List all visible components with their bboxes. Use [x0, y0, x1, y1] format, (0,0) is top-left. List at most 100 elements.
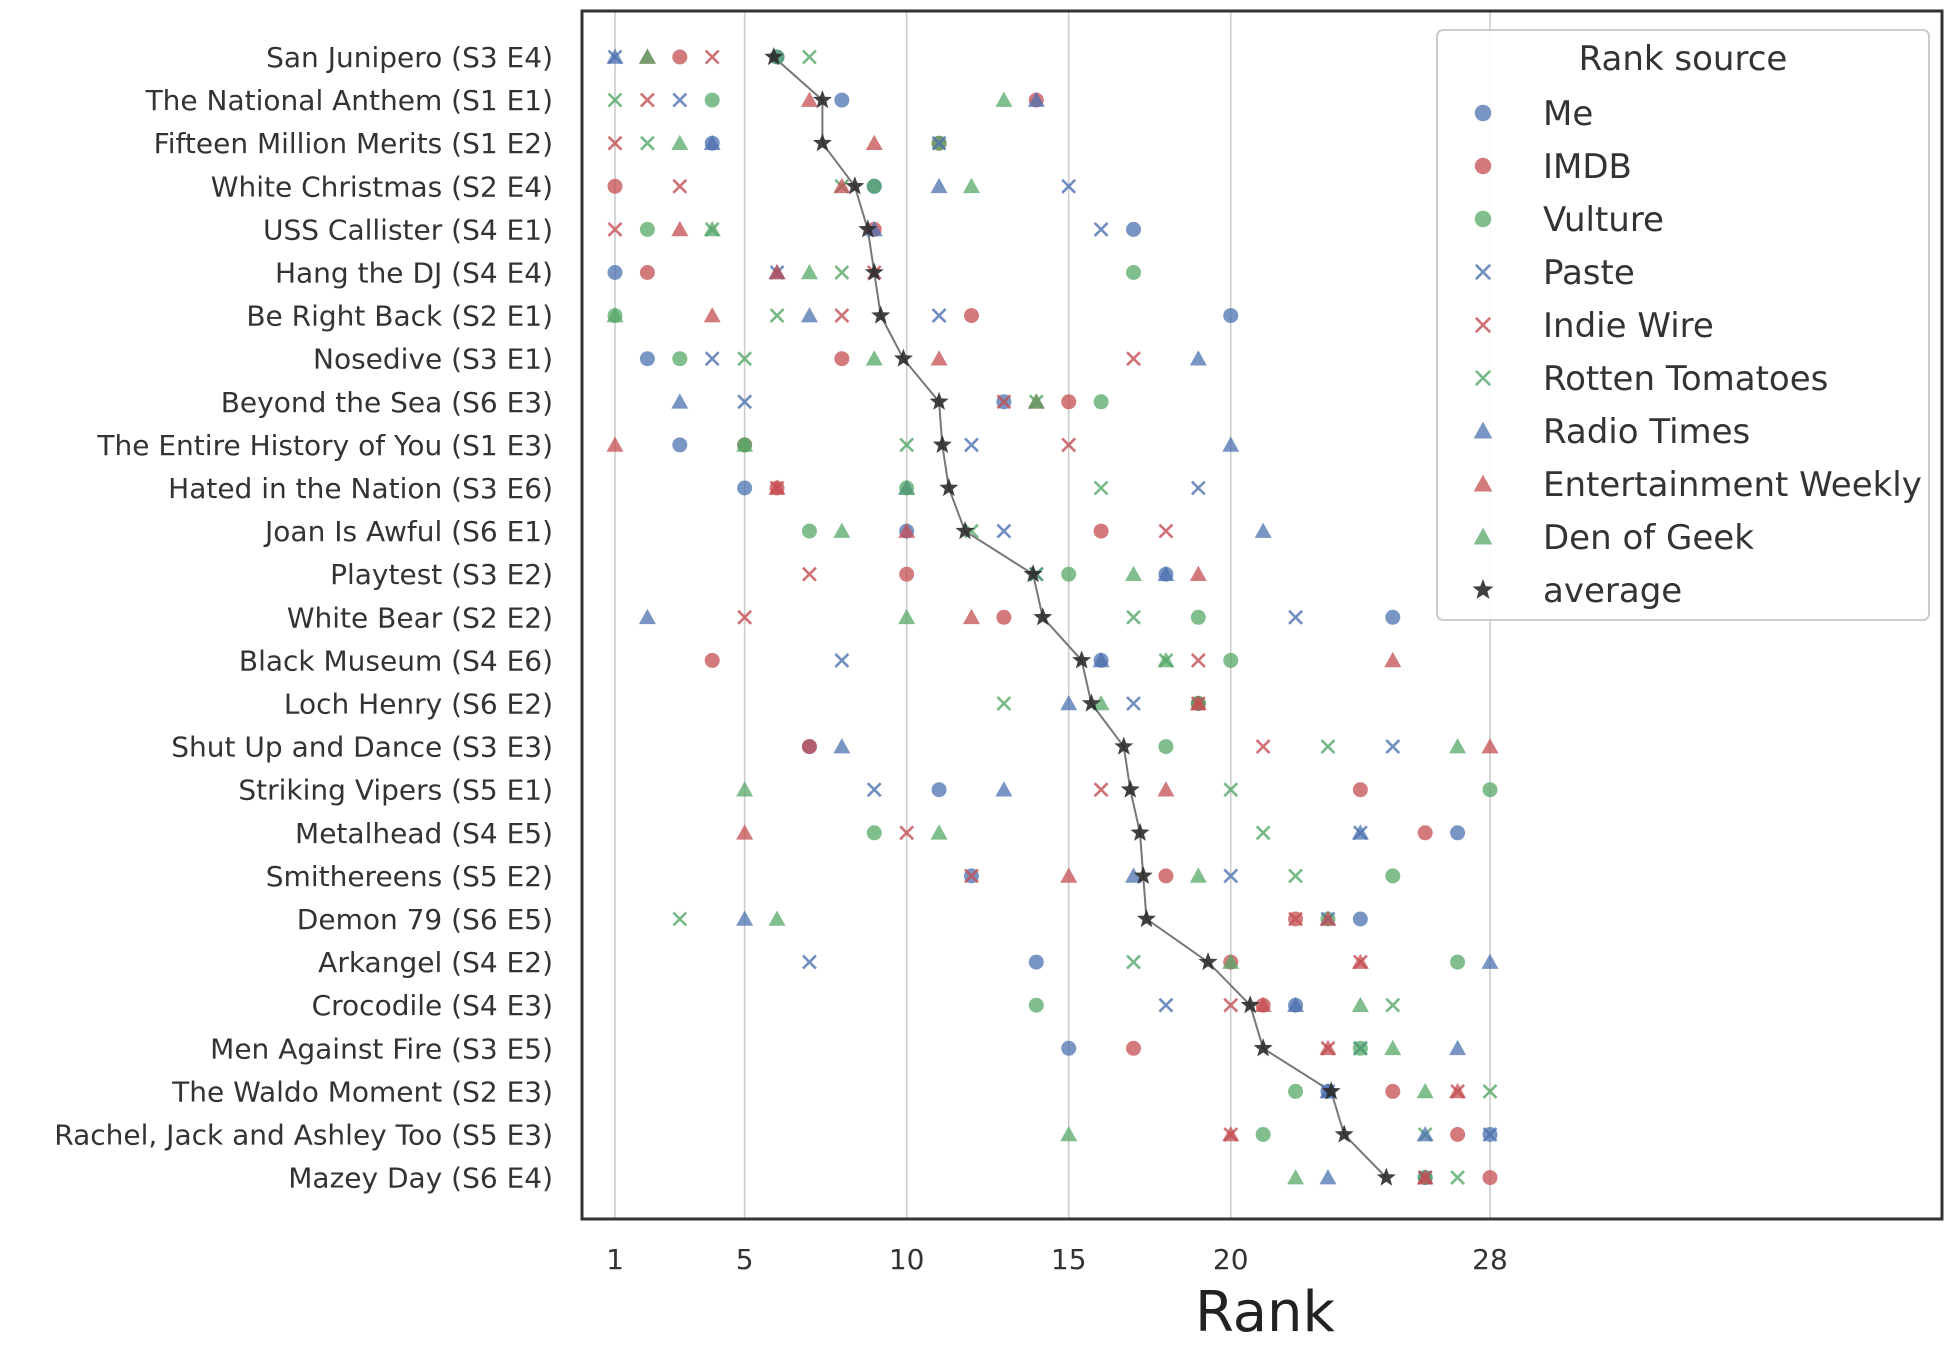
- data-point: [898, 608, 916, 625]
- data-point: [1190, 480, 1206, 496]
- data-point: [1450, 825, 1466, 841]
- data-point: [1093, 221, 1109, 237]
- y-tick-label: Playtest (S3 E2): [330, 558, 553, 591]
- data-point: [1190, 609, 1206, 625]
- legend-box: [1436, 29, 1930, 621]
- data-point: [1189, 867, 1207, 883]
- data-point: [1126, 954, 1141, 970]
- legend-marker: [1472, 579, 1494, 599]
- data-point: [703, 134, 721, 150]
- data-point: [802, 49, 817, 65]
- data-point: [672, 351, 688, 367]
- data-point: [639, 221, 655, 237]
- data-point: [996, 394, 1012, 410]
- x-axis-label: Rank: [1195, 1280, 1335, 1345]
- data-point: [737, 394, 753, 410]
- data-point: [1254, 522, 1272, 538]
- data-point: [1126, 351, 1141, 367]
- average-point: [1130, 822, 1150, 841]
- data-point: [1352, 782, 1368, 798]
- data-point: [930, 824, 948, 840]
- data-point: [606, 48, 624, 64]
- data-point: [1351, 824, 1369, 840]
- average-point: [1136, 909, 1156, 928]
- data-point: [899, 437, 915, 453]
- data-point: [1223, 308, 1239, 324]
- average-point: [1120, 779, 1140, 798]
- data-point: [1061, 178, 1077, 194]
- y-tick-label: Shut Up and Dance (S3 E3): [171, 731, 553, 764]
- average-point: [858, 219, 878, 238]
- data-point: [1288, 1083, 1304, 1099]
- y-tick-label: The National Anthem (S1 E1): [145, 84, 553, 117]
- data-point: [866, 178, 882, 194]
- data-point: [1481, 953, 1499, 969]
- data-point: [1481, 738, 1499, 754]
- data-point: [704, 351, 720, 367]
- legend-marker: [1474, 104, 1492, 122]
- data-point: [769, 308, 785, 324]
- data-point: [1222, 1126, 1240, 1142]
- data-point: [834, 92, 850, 108]
- y-tick-label: Striking Vipers (S5 E1): [238, 774, 553, 807]
- data-point: [1352, 1040, 1368, 1056]
- data-point: [672, 178, 688, 194]
- legend-marker: [1474, 157, 1492, 175]
- x-tick-label: 10: [889, 1243, 925, 1276]
- data-point: [1255, 825, 1271, 841]
- average-point: [764, 47, 784, 66]
- legend-marker: [1474, 210, 1492, 228]
- data-point: [1449, 1082, 1467, 1099]
- data-point: [899, 825, 915, 841]
- data-point: [1385, 997, 1401, 1013]
- data-point: [833, 177, 851, 194]
- data-point: [1126, 609, 1141, 625]
- data-point: [672, 437, 688, 453]
- data-point: [737, 480, 753, 496]
- legend-marker: [1474, 316, 1492, 334]
- legend-label: Paste: [1543, 253, 1635, 293]
- data-point: [1223, 868, 1239, 884]
- data-point: [1093, 782, 1109, 798]
- legend-label: Entertainment Weekly: [1543, 465, 1922, 505]
- data-point: [1158, 997, 1174, 1013]
- data-point: [1061, 1040, 1077, 1056]
- legend-marker: [1474, 263, 1492, 281]
- data-point: [671, 220, 689, 237]
- data-point: [996, 609, 1012, 625]
- legend-marker: [1473, 474, 1493, 492]
- data-point: [1027, 393, 1045, 409]
- data-point: [1157, 651, 1175, 668]
- legend: Rank source Me IMDB Vulture Paste Indie Wire…: [1436, 29, 1930, 621]
- data-point: [639, 135, 655, 151]
- data-point: [802, 954, 817, 970]
- data-point: [1255, 1127, 1271, 1142]
- data-point: [931, 782, 947, 798]
- x-tick-label: 1: [606, 1243, 624, 1276]
- data-point: [638, 48, 656, 64]
- data-point: [1385, 1083, 1401, 1099]
- data-point: [834, 351, 850, 367]
- data-point: [800, 307, 818, 323]
- average-point: [1321, 1081, 1341, 1100]
- data-point: [736, 824, 754, 840]
- data-point: [1189, 695, 1207, 711]
- average-point: [1253, 1038, 1273, 1057]
- data-point: [1385, 868, 1401, 884]
- y-tick-label: Fifteen Million Merits (S1 E2): [154, 127, 553, 160]
- data-point: [1319, 1039, 1337, 1056]
- data-point: [834, 308, 850, 324]
- data-point: [1254, 996, 1272, 1012]
- y-tick-label: Joan Is Awful (S6 E1): [263, 515, 553, 548]
- data-point: [1287, 996, 1305, 1012]
- data-point: [768, 264, 786, 280]
- data-point: [1061, 394, 1077, 410]
- average-point: [812, 133, 832, 152]
- data-point: [1158, 868, 1174, 884]
- y-tick-label: Black Museum (S4 E6): [239, 644, 553, 677]
- average-point: [1240, 995, 1260, 1014]
- data-point: [1384, 651, 1402, 668]
- legend-title: Rank source: [1579, 39, 1788, 79]
- data-point: [1126, 221, 1142, 237]
- data-point: [703, 307, 721, 323]
